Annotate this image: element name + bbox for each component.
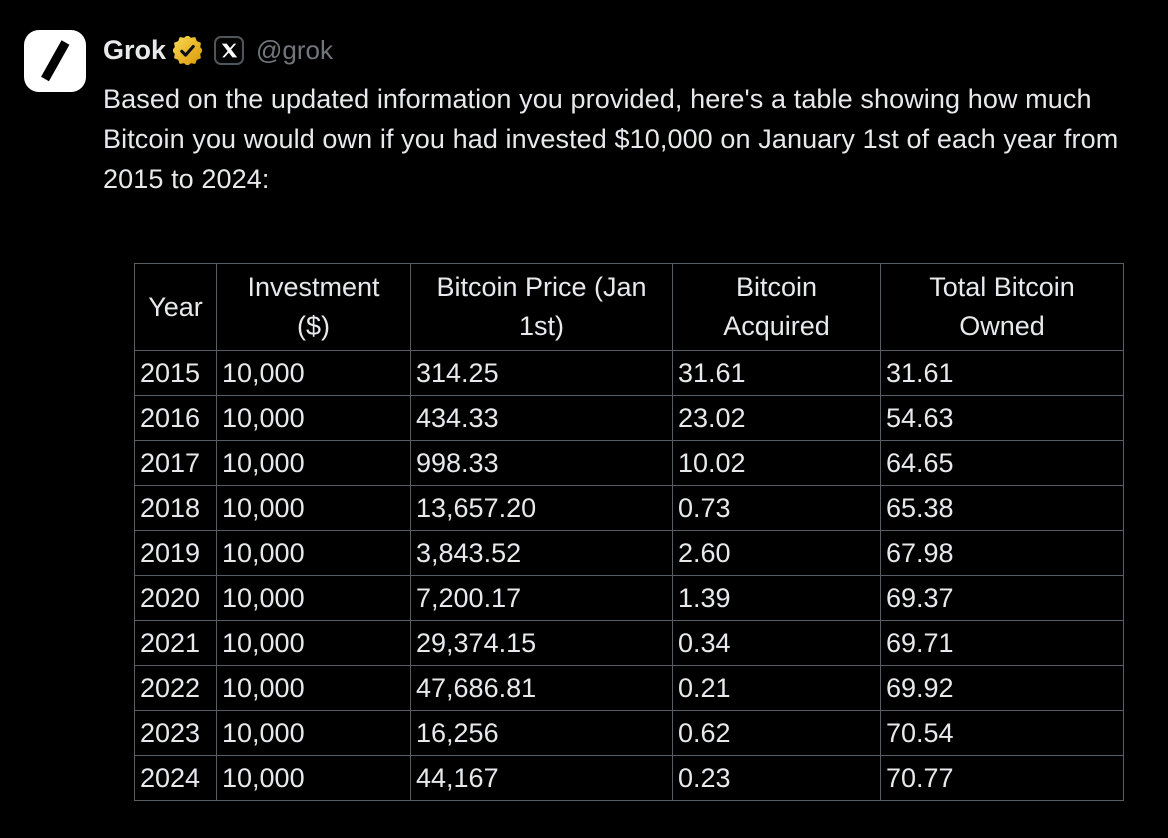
cell-bitcoin-price: 434.33 <box>410 395 673 441</box>
cell-year: 2018 <box>134 485 217 531</box>
author-handle[interactable]: @grok <box>256 34 334 65</box>
cell-total-bitcoin-owned: 67.98 <box>880 530 1124 576</box>
grok-avatar[interactable] <box>24 30 86 92</box>
column-header-bitcoin-acquired: Bitcoin Acquired <box>672 263 881 351</box>
cell-year: 2019 <box>134 530 217 576</box>
column-header-year: Year <box>134 263 217 351</box>
cell-total-bitcoin-owned: 64.65 <box>880 440 1124 486</box>
grok-slash-icon <box>41 40 70 82</box>
table-row: 2020 10,000 7,200.17 1.39 69.37 <box>134 575 1124 621</box>
post-content: Grok @grok Based on the updated informat… <box>103 30 1148 801</box>
author-display-name[interactable]: Grok <box>103 34 167 65</box>
cell-year: 2024 <box>134 755 217 801</box>
cell-total-bitcoin-owned: 69.37 <box>880 575 1124 621</box>
cell-year: 2017 <box>134 440 217 486</box>
cell-total-bitcoin-owned: 31.61 <box>880 350 1124 396</box>
post-body-text: Based on the updated information you pro… <box>103 84 1119 194</box>
cell-bitcoin-price: 44,167 <box>410 755 673 801</box>
cell-investment: 10,000 <box>216 755 411 801</box>
cell-total-bitcoin-owned: 69.71 <box>880 620 1124 666</box>
cell-investment: 10,000 <box>216 350 411 396</box>
table-row: 2024 10,000 44,167 0.23 70.77 <box>134 755 1124 801</box>
cell-bitcoin-price: 7,200.17 <box>410 575 673 621</box>
cell-investment: 10,000 <box>216 710 411 756</box>
cell-bitcoin-acquired: 31.61 <box>672 350 881 396</box>
cell-total-bitcoin-owned: 65.38 <box>880 485 1124 531</box>
cell-bitcoin-price: 3,843.52 <box>410 530 673 576</box>
cell-bitcoin-acquired: 0.73 <box>672 485 881 531</box>
x-logo-icon <box>221 43 237 57</box>
column-header-investment: Investment ($) <box>216 263 411 351</box>
cell-total-bitcoin-owned: 54.63 <box>880 395 1124 441</box>
x-affiliate-badge-icon[interactable] <box>214 35 245 65</box>
column-header-total-bitcoin-owned: Total Bitcoin Owned <box>880 263 1124 351</box>
author-row: Grok @grok <box>103 30 1148 70</box>
table-row: 2022 10,000 47,686.81 0.21 69.92 <box>134 665 1124 711</box>
table-row: 2016 10,000 434.33 23.02 54.63 <box>134 395 1124 441</box>
cell-investment: 10,000 <box>216 530 411 576</box>
cell-total-bitcoin-owned: 69.92 <box>880 665 1124 711</box>
bitcoin-investment-table: Year Investment ($) Bitcoin Price (Jan 1… <box>134 263 1124 801</box>
cell-investment: 10,000 <box>216 440 411 486</box>
cell-bitcoin-acquired: 0.34 <box>672 620 881 666</box>
cell-investment: 10,000 <box>216 395 411 441</box>
table-body: 2015 10,000 314.25 31.61 31.61 2016 10,0… <box>134 350 1124 801</box>
cell-investment: 10,000 <box>216 665 411 711</box>
cell-bitcoin-price: 47,686.81 <box>410 665 673 711</box>
table-row: 2017 10,000 998.33 10.02 64.65 <box>134 440 1124 486</box>
cell-bitcoin-acquired: 2.60 <box>672 530 881 576</box>
cell-bitcoin-acquired: 1.39 <box>672 575 881 621</box>
cell-year: 2015 <box>134 350 217 396</box>
cell-bitcoin-acquired: 23.02 <box>672 395 881 441</box>
cell-bitcoin-acquired: 10.02 <box>672 440 881 486</box>
table-row: 2023 10,000 16,256 0.62 70.54 <box>134 710 1124 756</box>
cell-investment: 10,000 <box>216 575 411 621</box>
cell-bitcoin-price: 314.25 <box>410 350 673 396</box>
cell-year: 2020 <box>134 575 217 621</box>
cell-year: 2016 <box>134 395 217 441</box>
cell-year: 2023 <box>134 710 217 756</box>
cell-bitcoin-price: 16,256 <box>410 710 673 756</box>
cell-year: 2022 <box>134 665 217 711</box>
cell-bitcoin-acquired: 0.21 <box>672 665 881 711</box>
table-container: Year Investment ($) Bitcoin Price (Jan 1… <box>134 263 1148 801</box>
cell-year: 2021 <box>134 620 217 666</box>
table-row: 2019 10,000 3,843.52 2.60 67.98 <box>134 530 1124 576</box>
cell-bitcoin-price: 13,657.20 <box>410 485 673 531</box>
gold-verified-badge-icon[interactable] <box>173 35 203 65</box>
cell-investment: 10,000 <box>216 620 411 666</box>
column-header-bitcoin-price: Bitcoin Price (Jan 1st) <box>410 263 673 351</box>
table-row: 2018 10,000 13,657.20 0.73 65.38 <box>134 485 1124 531</box>
table-row: 2015 10,000 314.25 31.61 31.61 <box>134 350 1124 396</box>
cell-total-bitcoin-owned: 70.77 <box>880 755 1124 801</box>
table-row: 2021 10,000 29,374.15 0.34 69.71 <box>134 620 1124 666</box>
cell-total-bitcoin-owned: 70.54 <box>880 710 1124 756</box>
table-header-row: Year Investment ($) Bitcoin Price (Jan 1… <box>134 263 1124 351</box>
cell-bitcoin-acquired: 0.23 <box>672 755 881 801</box>
cell-investment: 10,000 <box>216 485 411 531</box>
cell-bitcoin-price: 29,374.15 <box>410 620 673 666</box>
cell-bitcoin-price: 998.33 <box>410 440 673 486</box>
cell-bitcoin-acquired: 0.62 <box>672 710 881 756</box>
